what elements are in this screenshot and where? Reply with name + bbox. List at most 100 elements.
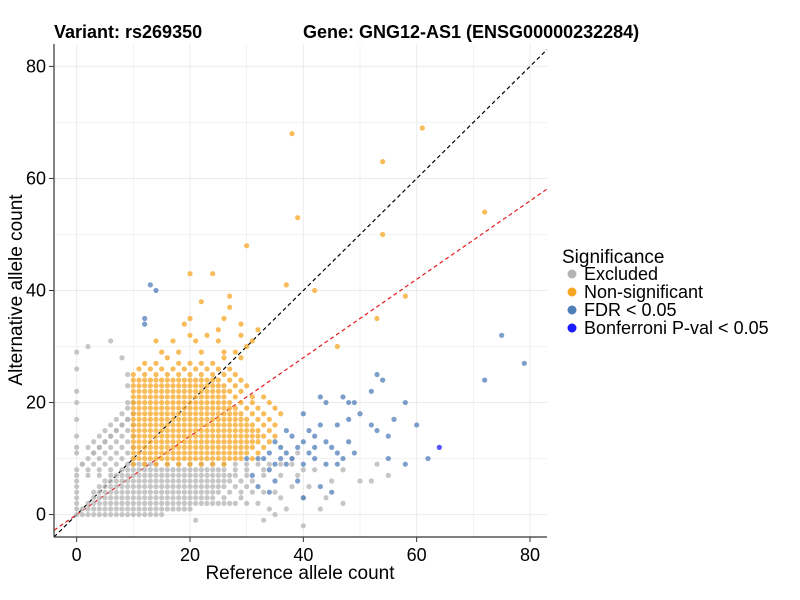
point-non-significant (210, 427, 216, 434)
point-non-significant (244, 343, 250, 350)
point-non-significant (153, 411, 159, 417)
point-non-significant (198, 455, 204, 462)
point-non-significant (215, 411, 221, 417)
point-non-significant (232, 394, 238, 400)
point-non-significant (249, 427, 255, 434)
point-non-significant (238, 399, 244, 406)
point-excluded (357, 478, 363, 484)
point-excluded (244, 483, 250, 490)
point-non-significant (272, 422, 278, 428)
point-non-significant (130, 444, 136, 450)
point-non-significant (204, 450, 210, 456)
point-non-significant (176, 455, 182, 462)
point-excluded (74, 388, 80, 394)
point-excluded (136, 472, 142, 478)
point-non-significant (198, 388, 204, 394)
point-excluded (113, 439, 119, 445)
point-fdr-0-05 (142, 315, 148, 322)
point-fdr-0-05 (266, 467, 272, 473)
point-excluded (221, 467, 227, 473)
point-excluded (312, 467, 318, 473)
point-non-significant (187, 450, 193, 456)
point-non-significant (181, 383, 187, 389)
point-non-significant (193, 455, 199, 462)
point-non-significant (153, 371, 159, 378)
point-excluded (91, 511, 97, 518)
point-non-significant (159, 422, 165, 428)
legend-label-excluded: Excluded (584, 264, 658, 284)
point-non-significant (153, 377, 159, 383)
point-excluded (102, 506, 108, 512)
point-non-significant (142, 461, 148, 467)
point-non-significant (136, 377, 142, 383)
point-excluded (125, 511, 131, 518)
point-fdr-0-05 (499, 332, 505, 338)
point-non-significant (198, 299, 204, 305)
point-excluded (74, 489, 80, 495)
point-non-significant (159, 411, 165, 417)
point-non-significant (283, 282, 289, 288)
point-non-significant (255, 427, 261, 434)
point-non-significant (170, 383, 176, 389)
point-excluded (181, 506, 187, 512)
point-non-significant (159, 455, 165, 462)
point-non-significant (198, 411, 204, 417)
point-excluded (130, 483, 136, 490)
point-non-significant (198, 399, 204, 406)
point-excluded (119, 500, 125, 506)
point-non-significant (210, 377, 216, 383)
point-excluded (176, 506, 182, 512)
point-non-significant (238, 355, 244, 361)
point-non-significant (204, 411, 210, 417)
point-excluded (170, 478, 176, 484)
point-excluded (204, 472, 210, 478)
point-excluded (74, 511, 80, 518)
point-excluded (181, 495, 187, 501)
point-non-significant (193, 388, 199, 394)
point-excluded (227, 500, 233, 506)
point-non-significant (221, 444, 227, 450)
point-non-significant (249, 444, 255, 450)
point-excluded (125, 489, 131, 495)
series-excluded (74, 338, 391, 529)
point-non-significant (176, 388, 182, 394)
x-tick-label: 40 (293, 545, 313, 565)
point-excluded (232, 500, 238, 506)
point-excluded (74, 444, 80, 450)
point-excluded (181, 483, 187, 490)
point-excluded (147, 500, 153, 506)
point-non-significant (210, 399, 216, 406)
point-excluded (85, 500, 91, 506)
point-excluded (153, 478, 159, 484)
point-fdr-0-05 (380, 377, 386, 383)
point-non-significant (181, 321, 187, 327)
point-fdr-0-05 (346, 399, 352, 406)
point-non-significant (130, 450, 136, 456)
point-excluded (119, 411, 125, 417)
point-non-significant (187, 422, 193, 428)
point-excluded (187, 467, 193, 473)
point-non-significant (130, 433, 136, 439)
point-excluded (193, 467, 199, 473)
point-excluded (142, 472, 148, 478)
point-non-significant (187, 371, 193, 378)
point-non-significant (147, 450, 153, 456)
point-non-significant (130, 455, 136, 462)
point-excluded (108, 495, 114, 501)
point-non-significant (147, 394, 153, 400)
point-non-significant (215, 455, 221, 462)
point-fdr-0-05 (385, 455, 391, 462)
point-non-significant (170, 439, 176, 445)
point-fdr-0-05 (323, 461, 329, 467)
point-non-significant (193, 450, 199, 456)
point-excluded (289, 483, 295, 490)
point-non-significant (130, 405, 136, 411)
point-non-significant (227, 388, 233, 394)
point-excluded (255, 500, 261, 506)
point-excluded (74, 478, 80, 484)
point-non-significant (210, 450, 216, 456)
point-excluded (295, 472, 301, 478)
point-non-significant (210, 405, 216, 411)
point-non-significant (249, 338, 255, 344)
